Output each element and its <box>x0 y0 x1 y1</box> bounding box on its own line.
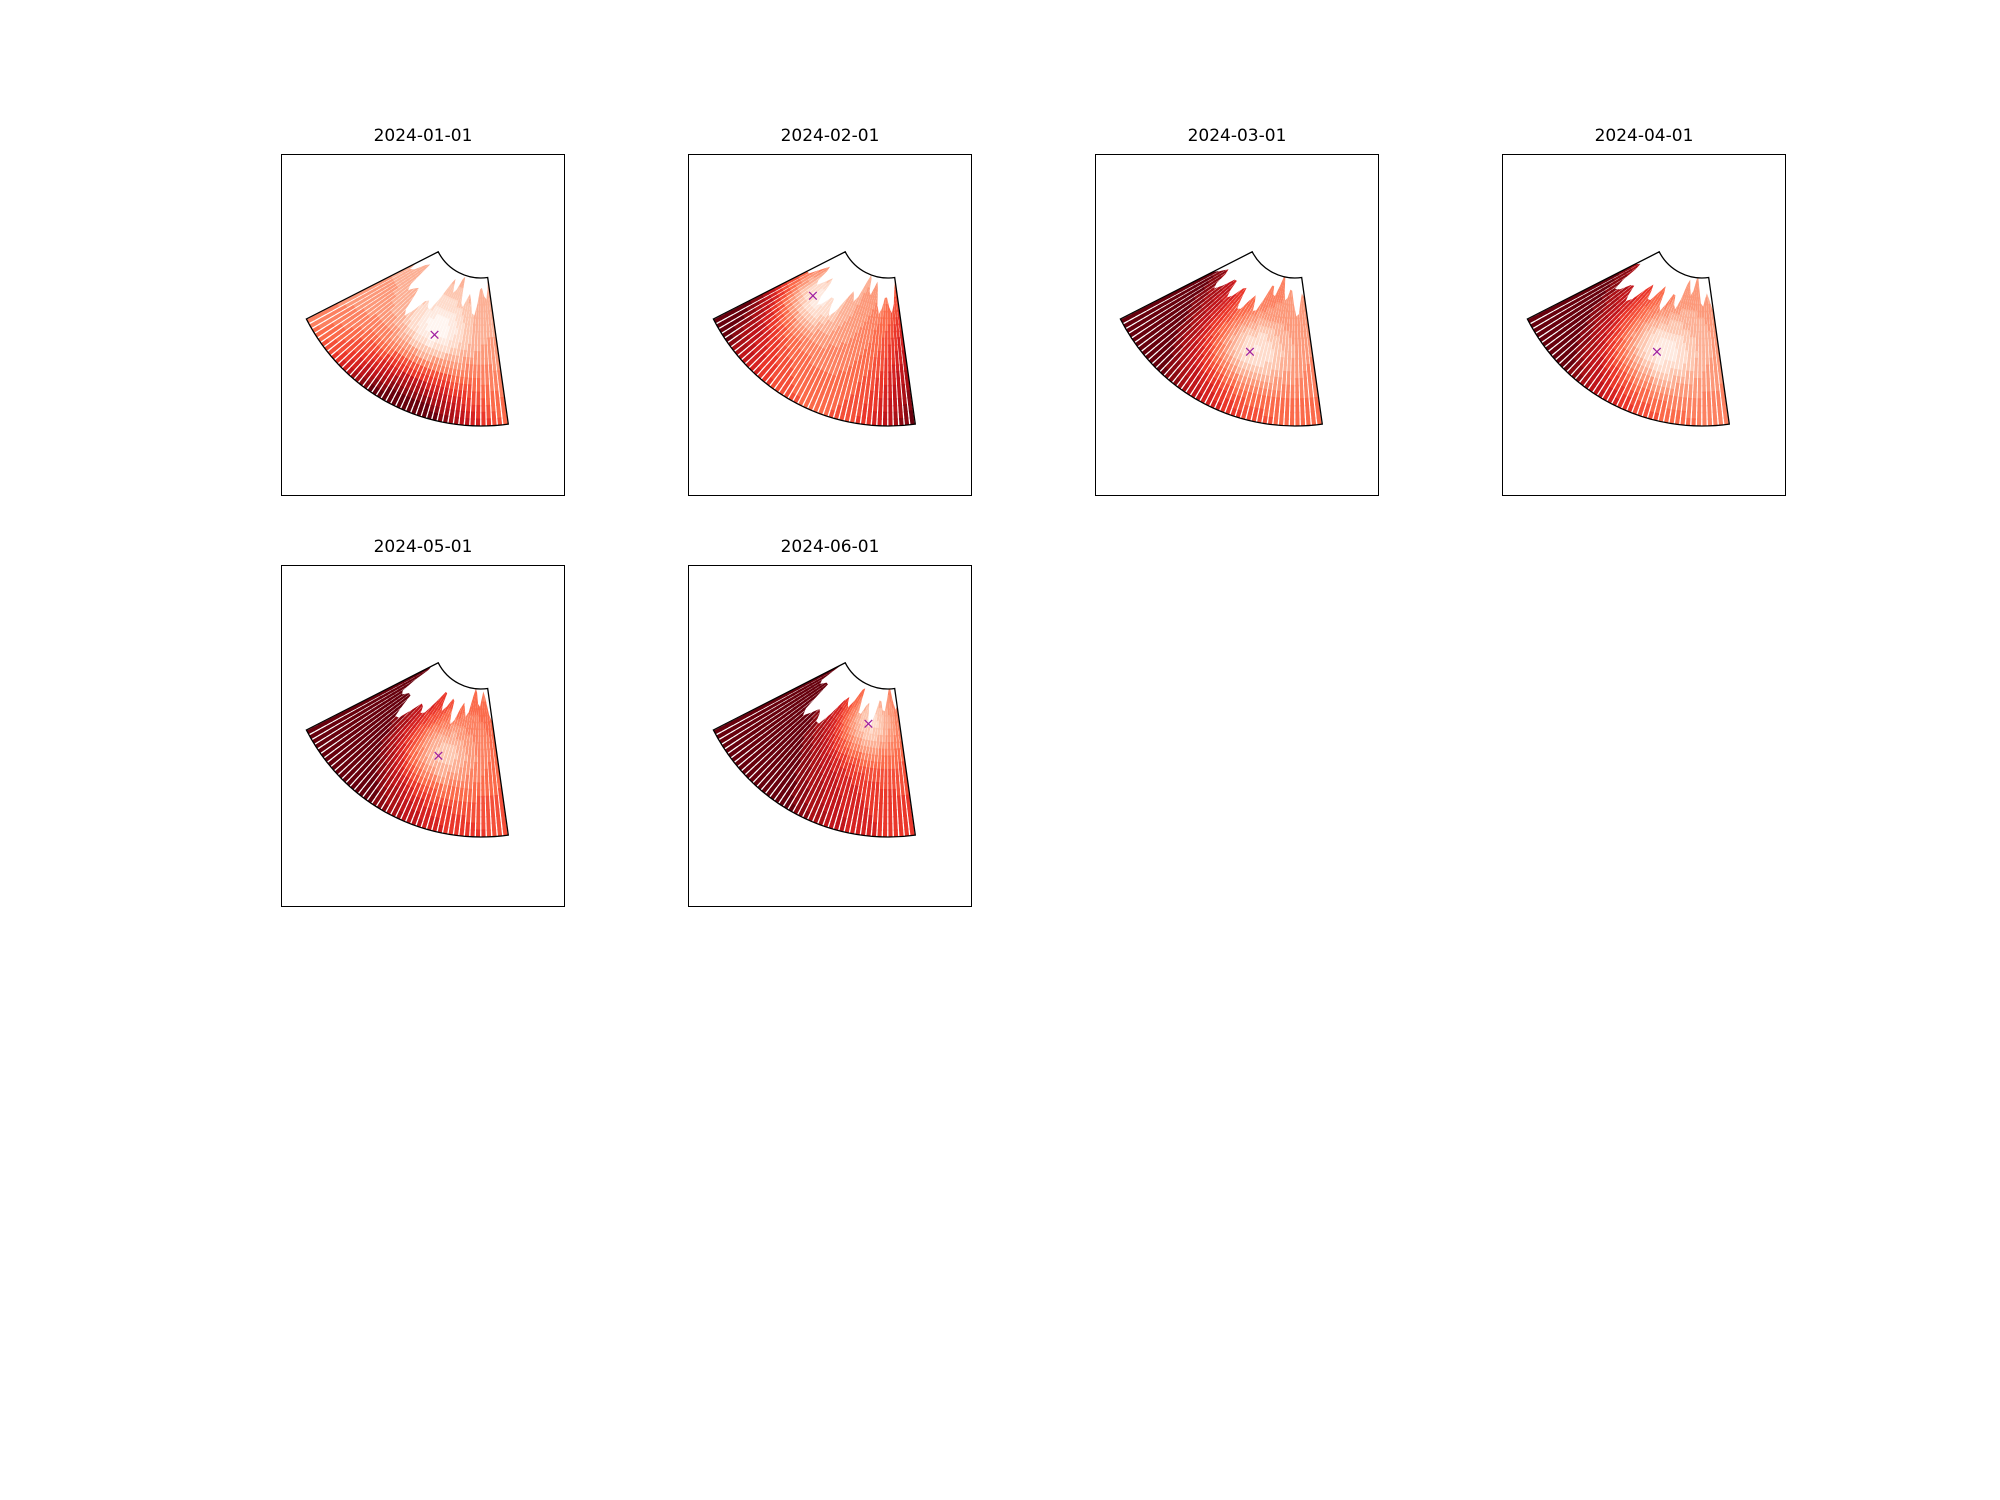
panel-title: 2024-01-01 <box>373 126 473 146</box>
contour-cell <box>481 829 486 837</box>
sector-outline <box>712 250 917 427</box>
panel-6: 2024-06-01 × <box>688 537 972 907</box>
x-marker: × <box>428 326 441 344</box>
contour-cell <box>893 418 899 426</box>
x-marker: × <box>1244 342 1257 360</box>
contour-field <box>713 662 915 837</box>
panel-2: 2024-02-01 × <box>688 126 972 496</box>
contour-cell <box>882 418 888 426</box>
panel-5: 2024-05-01 × <box>281 537 565 907</box>
contour-field <box>713 251 915 426</box>
contour-cell <box>888 418 893 426</box>
panel-4: 2024-04-01 × <box>1502 126 1786 496</box>
contour-cell <box>1278 417 1284 426</box>
contour-cell <box>475 829 481 837</box>
sector-outline <box>1119 250 1324 427</box>
contour-cell <box>464 828 470 837</box>
sector-outline <box>305 250 510 427</box>
sector-outline <box>1526 250 1731 427</box>
contour-cell <box>481 418 486 426</box>
contour-cell <box>470 829 475 837</box>
contour-field <box>1120 251 1322 426</box>
x-marker: × <box>807 287 820 305</box>
contour-cell <box>1696 418 1702 426</box>
map-plot: × <box>1502 154 1786 496</box>
contour-cell <box>1300 418 1306 426</box>
panel-3: 2024-03-01 × <box>1095 126 1379 496</box>
panel-title: 2024-02-01 <box>780 126 880 146</box>
contour-cell <box>464 417 470 426</box>
panel-title: 2024-06-01 <box>780 537 880 557</box>
contour-field <box>1527 251 1729 426</box>
map-plot: × <box>1095 154 1379 496</box>
panel-title: 2024-05-01 <box>373 537 473 557</box>
panel-title: 2024-04-01 <box>1594 126 1694 146</box>
map-plot: × <box>688 154 972 496</box>
contour-cell <box>486 418 492 426</box>
sector-outline <box>305 661 510 838</box>
contour-cell <box>470 418 475 426</box>
contour-cell <box>1289 418 1295 426</box>
contour-cell <box>871 417 877 426</box>
contour-cell <box>486 829 492 837</box>
contour-cell <box>475 418 481 426</box>
panel-1: 2024-01-01 × <box>281 126 565 496</box>
contour-cell <box>1685 417 1691 426</box>
map-plot: × <box>281 565 565 907</box>
contour-cell <box>877 418 882 426</box>
x-marker: × <box>1651 342 1664 360</box>
map-plot: × <box>688 565 972 907</box>
contour-cell <box>1691 418 1696 426</box>
contour-cell <box>1284 418 1289 426</box>
map-plot: × <box>281 154 565 496</box>
contour-cell <box>1702 418 1707 426</box>
x-marker: × <box>432 746 445 764</box>
contour-cell <box>1707 418 1713 426</box>
contour-cell <box>1295 418 1300 426</box>
panel-title: 2024-03-01 <box>1187 126 1287 146</box>
